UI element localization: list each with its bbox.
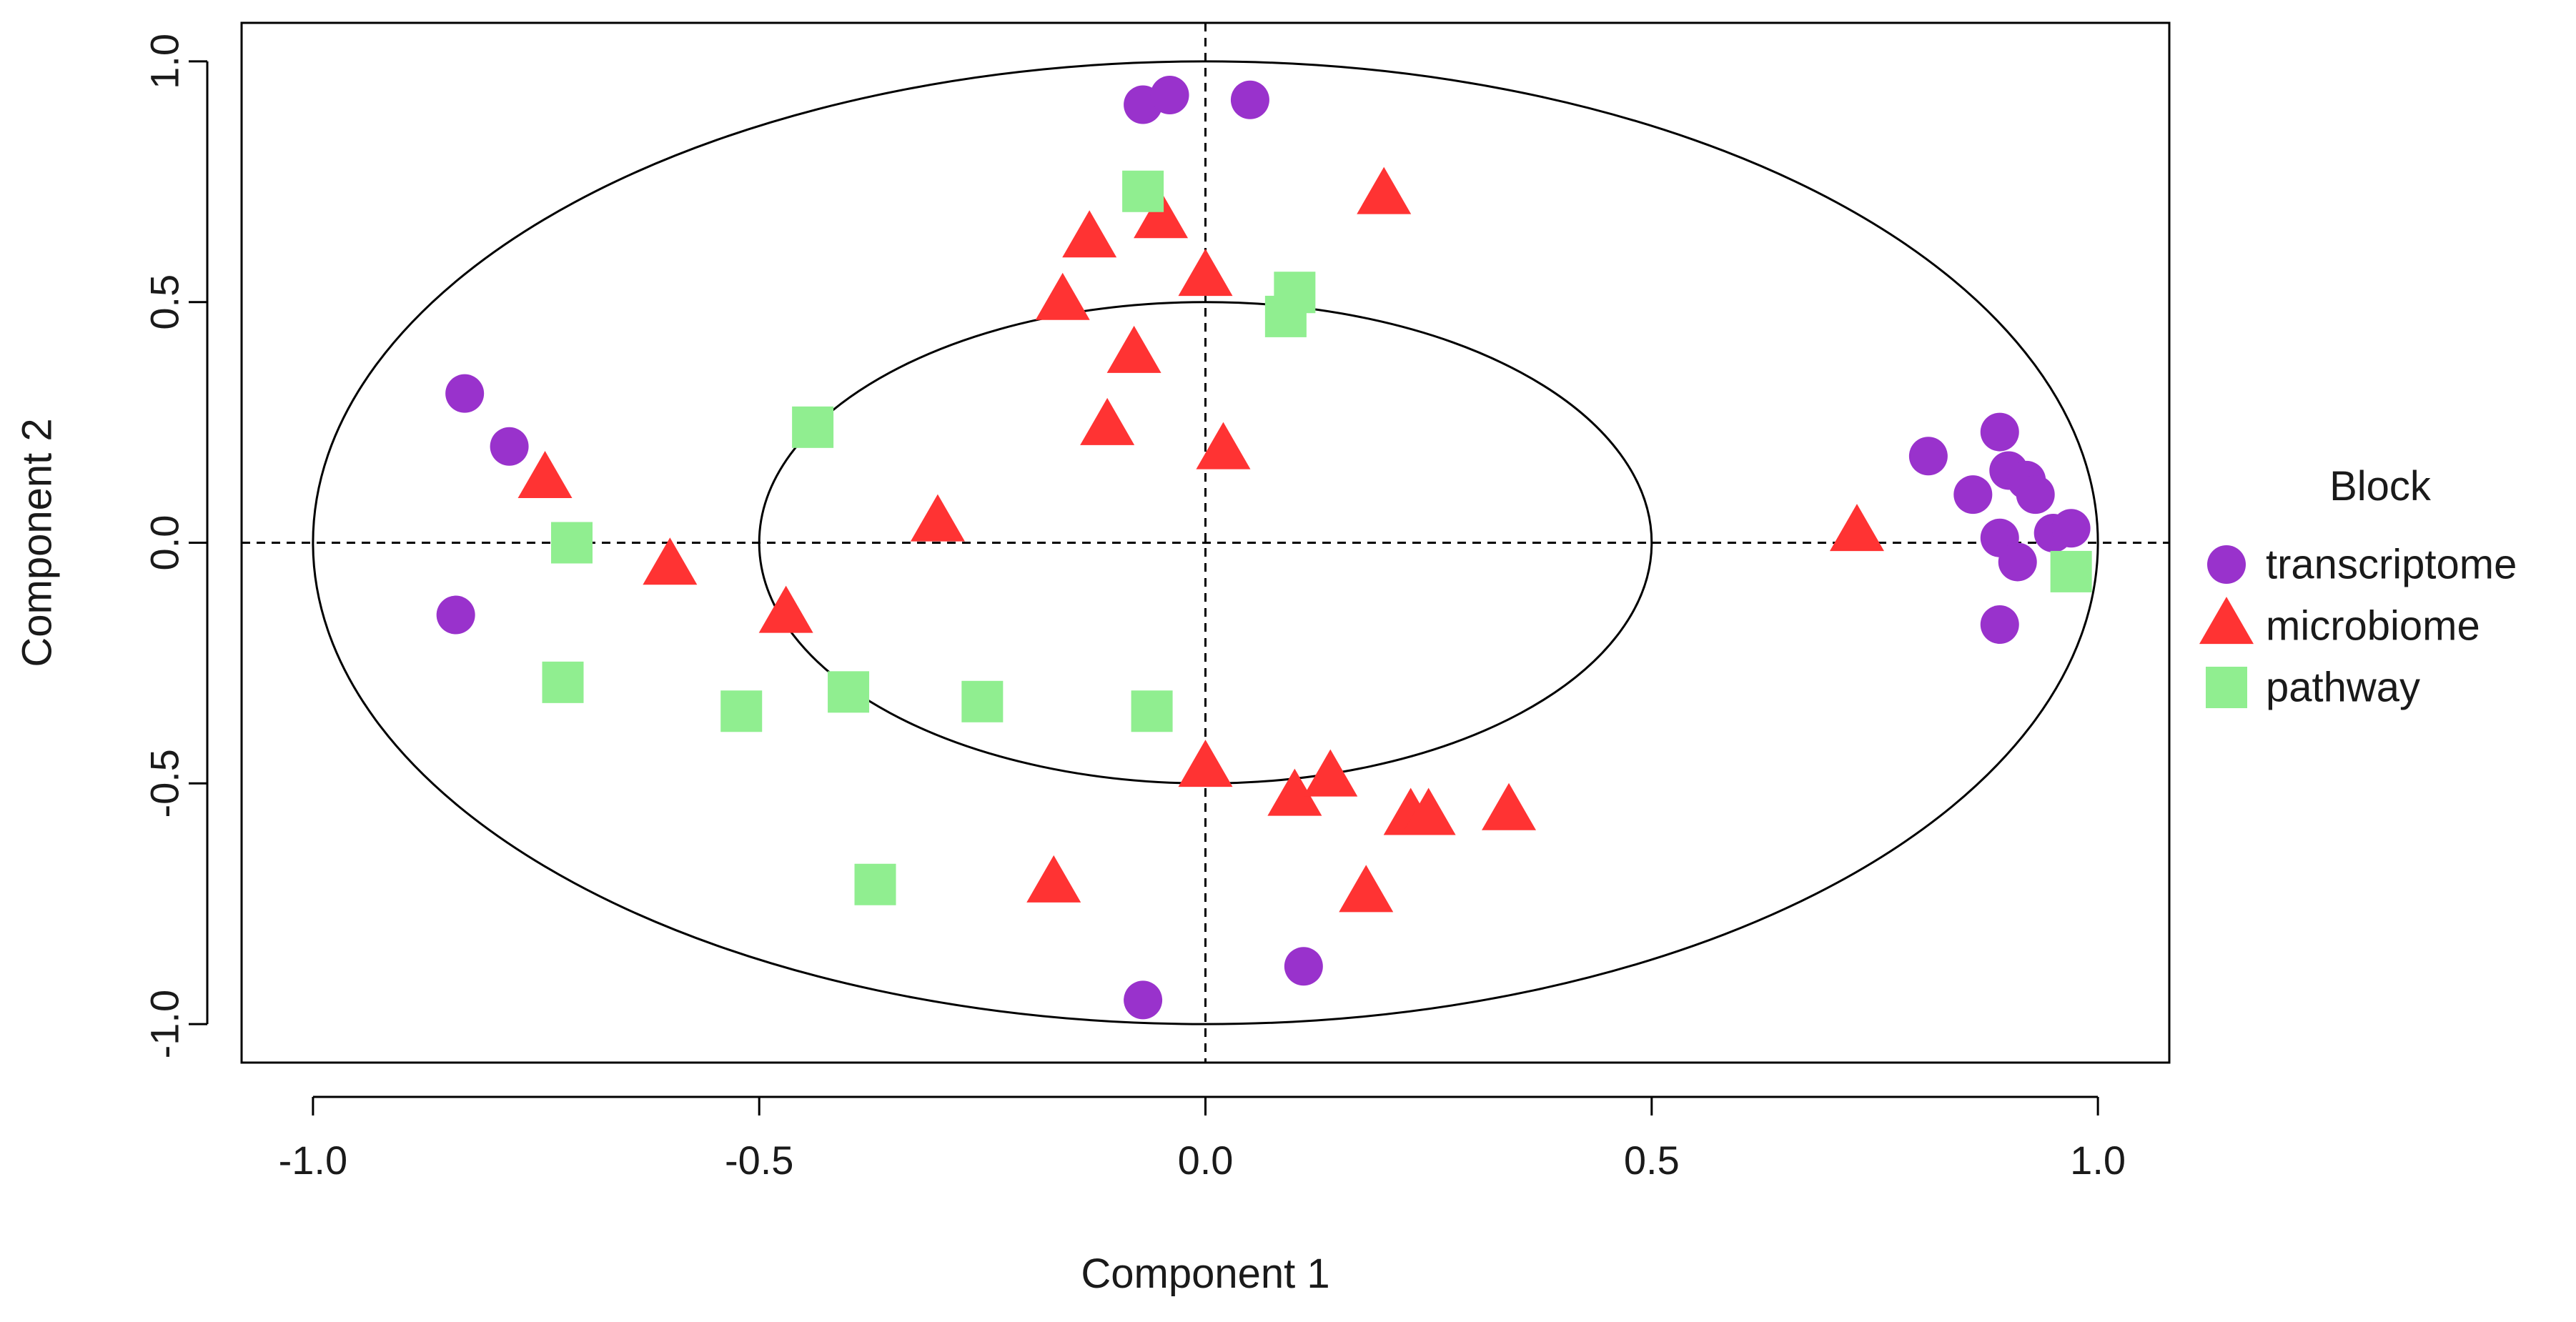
microbiome-point <box>1267 768 1322 816</box>
y-tick-label: -0.5 <box>142 749 187 818</box>
plot-frame <box>240 21 2171 1064</box>
microbiome-point <box>1339 865 1394 913</box>
transcriptome-point <box>445 374 485 413</box>
transcriptome-point <box>1980 412 2019 452</box>
pathway-point <box>828 671 870 713</box>
microbiome-point <box>1062 210 1117 258</box>
microbiome-point <box>1026 855 1081 903</box>
x-tick-label: -0.5 <box>725 1138 794 1183</box>
pathway-point <box>961 680 1004 722</box>
microbiome-point <box>758 585 813 633</box>
legend-pathway-square-icon <box>2206 667 2247 708</box>
transcriptome-point <box>2051 509 2091 548</box>
transcriptome-point <box>1284 947 1323 986</box>
pathway-point <box>792 406 834 448</box>
pathway-point <box>550 522 593 564</box>
microbiome-series <box>517 167 1884 913</box>
y-tick-label: 0.5 <box>142 274 187 330</box>
microbiome-point <box>517 451 573 499</box>
legend-transcriptome-circle-icon <box>2207 545 2246 584</box>
microbiome-point <box>1303 749 1358 797</box>
x-axis-label: Component 1 <box>1081 1251 1329 1297</box>
transcriptome-point <box>2016 475 2055 515</box>
transcriptome-point <box>1124 980 1163 1020</box>
microbiome-point <box>1357 167 1412 214</box>
transcriptome-point <box>1998 542 2037 582</box>
microbiome-point <box>1134 191 1189 239</box>
outer-correlation-circle <box>312 60 2099 1025</box>
pathway-point <box>720 690 763 732</box>
x-tick-label: 0.0 <box>1178 1138 1234 1183</box>
transcriptome-series <box>436 76 2091 1020</box>
legend-label-pathway: pathway <box>2266 665 2420 711</box>
pathway-point <box>1122 170 1164 212</box>
legend-microbiome-triangle-icon <box>2199 597 2254 645</box>
y-tick-label: 0.0 <box>142 515 187 571</box>
pathway-point <box>1131 690 1173 732</box>
microbiome-point <box>1829 504 1884 552</box>
legend-label-microbiome: microbiome <box>2266 603 2480 650</box>
transcriptome-point <box>1230 80 1269 119</box>
reference-lines <box>242 23 2169 1063</box>
pathway-point <box>1264 295 1307 337</box>
microbiome-point <box>1106 325 1161 373</box>
x-tick-label: 1.0 <box>2070 1138 2126 1183</box>
data-points <box>436 76 2092 1020</box>
transcriptome-point <box>490 427 529 466</box>
microbiome-point <box>910 494 965 542</box>
y-tick-label: 1.0 <box>142 34 187 89</box>
axes: -1.0 -0.5 0.0 0.5 1.0 -1.0 -0.5 0.0 0.5 1.0 <box>142 34 2126 1183</box>
microbiome-point <box>1080 397 1135 445</box>
legend-label-transcriptome: transcriptome <box>2266 542 2517 588</box>
microbiome-point <box>1196 422 1251 469</box>
legend: Block transcriptome microbiome pathway <box>2199 463 2517 711</box>
pathway-series <box>542 170 2092 905</box>
pathway-point <box>542 661 584 703</box>
microbiome-point <box>643 537 698 585</box>
microbiome-point <box>1178 740 1233 787</box>
transcriptome-point <box>1953 475 1993 515</box>
legend-title: Block <box>2329 463 2432 510</box>
microbiome-point <box>1178 249 1233 297</box>
pathway-point <box>2050 550 2092 592</box>
transcriptome-point <box>1150 76 1189 115</box>
transcriptome-point <box>1908 437 1948 476</box>
y-tick-label: -1.0 <box>142 990 187 1059</box>
microbiome-point <box>1482 782 1537 830</box>
microbiome-point <box>1035 272 1090 320</box>
x-tick-label: -1.0 <box>279 1138 348 1183</box>
transcriptome-point <box>436 595 475 635</box>
x-tick-label: 0.5 <box>1624 1138 1680 1183</box>
pathway-point <box>854 863 896 905</box>
microbiome-point <box>1401 787 1456 835</box>
transcriptome-point <box>1980 605 2019 645</box>
y-axis-label: Component 2 <box>14 418 61 667</box>
